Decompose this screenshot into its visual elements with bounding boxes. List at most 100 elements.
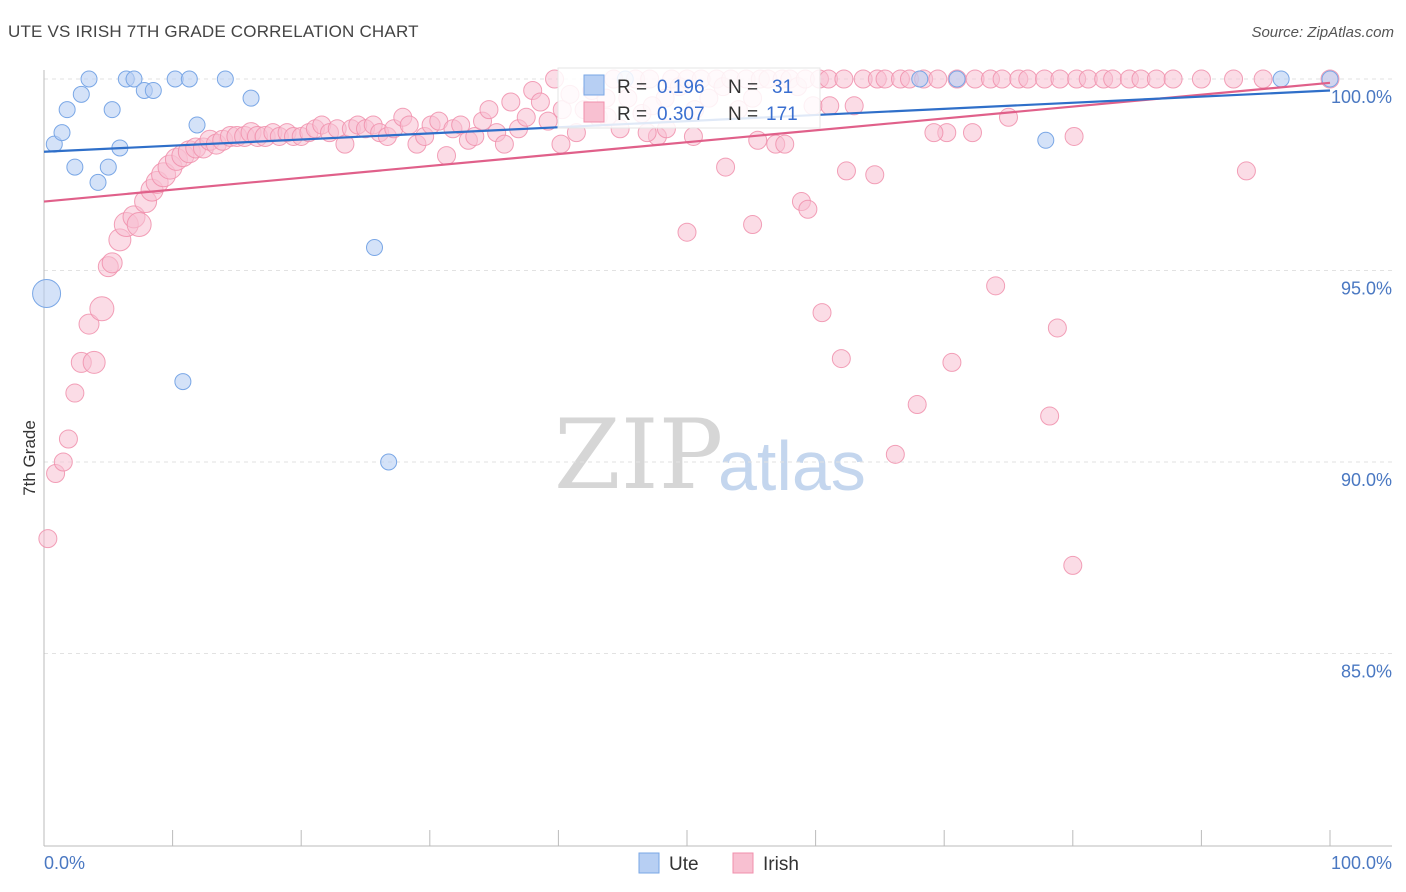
irish-point <box>89 296 115 322</box>
irish-point <box>451 115 471 135</box>
irish-point <box>1040 406 1060 426</box>
y-tick-labels: 85.0% 90.0% 95.0% 100.0% <box>1331 87 1392 682</box>
irish-point <box>942 352 962 372</box>
irish-point <box>834 69 854 89</box>
bottom-legend-swatch-irish <box>732 852 754 874</box>
irish-point <box>831 349 851 369</box>
irish-point <box>677 222 697 242</box>
legend-ute-n-value: 31 <box>772 77 793 98</box>
ute-point <box>366 239 384 257</box>
legend-ute-r-value: 0.196 <box>657 77 705 98</box>
irish-point <box>1018 69 1038 89</box>
irish-point <box>82 350 106 374</box>
irish-point <box>38 529 58 549</box>
ute-point <box>89 173 107 191</box>
irish-point <box>494 134 514 154</box>
chart-title: UTE VS IRISH 7TH GRADE CORRELATION CHART <box>8 22 419 41</box>
ute-point <box>80 70 98 88</box>
irish-point <box>716 157 736 177</box>
bottom-legend-ute: Ute <box>669 854 699 875</box>
ute-point <box>180 70 198 88</box>
irish-point <box>1191 69 1211 89</box>
bottom-legend-swatch-ute <box>638 852 660 874</box>
irish-point <box>885 444 905 464</box>
legend-swatch-ute <box>583 74 605 96</box>
irish-point <box>812 303 832 323</box>
x-tick-label-max: 100.0% <box>1331 853 1392 873</box>
ute-point <box>144 81 162 99</box>
irish-point <box>399 115 419 135</box>
legend-ute-r-label: R = <box>617 77 647 98</box>
irish-point <box>1163 69 1183 89</box>
ute-point <box>166 70 184 88</box>
y-tick-label: 90.0% <box>1341 470 1392 490</box>
y-tick-label: 95.0% <box>1341 279 1392 299</box>
legend: R = 0.196 N = 31 R = 0.307 N = 171 <box>557 67 821 129</box>
ute-point <box>380 453 398 471</box>
axes <box>43 70 1392 847</box>
irish-point <box>126 212 152 238</box>
irish-point <box>962 123 982 143</box>
x-ticks <box>43 830 1331 846</box>
ute-point <box>1321 70 1339 88</box>
irish-point <box>1050 69 1070 89</box>
irish-point <box>78 313 100 335</box>
irish-point <box>775 134 795 154</box>
irish-point <box>551 134 571 154</box>
ute-point <box>188 116 206 134</box>
irish-point <box>1146 69 1166 89</box>
x-tick-label-min: 0.0% <box>44 853 85 873</box>
ute-point <box>911 70 929 88</box>
ute-point <box>32 278 62 308</box>
irish-point <box>1047 318 1067 338</box>
irish-point <box>865 165 885 185</box>
irish-point <box>65 383 85 403</box>
y-tick-label: 85.0% <box>1341 662 1392 682</box>
ute-point <box>1272 70 1290 88</box>
irish-point <box>530 92 550 112</box>
irish-point <box>928 69 948 89</box>
irish-point <box>101 252 123 274</box>
legend-irish-r-label: R = <box>617 104 647 125</box>
irish-point <box>743 215 763 235</box>
irish-point <box>1064 126 1084 146</box>
irish-point <box>820 96 840 116</box>
irish-point <box>53 452 73 472</box>
source-label: Source: ZipAtlas.com <box>1251 24 1394 41</box>
ute-point <box>103 101 121 119</box>
y-tick-label: 100.0% <box>1331 87 1392 107</box>
watermark: ZIP atlas <box>554 399 866 511</box>
irish-point <box>1063 555 1083 575</box>
legend-irish-n-label: N = <box>728 104 758 125</box>
irish-point <box>1103 69 1123 89</box>
legend-ute-n-label: N = <box>728 77 758 98</box>
ute-point <box>53 124 71 142</box>
watermark-atlas: atlas <box>718 427 866 505</box>
irish-point <box>516 107 536 127</box>
legend-swatch-irish <box>583 101 605 123</box>
ute-point <box>242 89 260 107</box>
watermark-zip: ZIP <box>554 399 723 511</box>
irish-point <box>58 429 78 449</box>
irish-point <box>479 100 499 120</box>
ute-point <box>125 70 143 88</box>
ute-point <box>99 158 117 176</box>
irish-point <box>1224 69 1244 89</box>
ute-point <box>1037 131 1055 149</box>
irish-point <box>501 92 521 112</box>
bottom-legend: Ute Irish <box>638 852 799 875</box>
y-axis-label: 7th Grade <box>20 420 39 496</box>
irish-point <box>907 395 927 415</box>
irish-point <box>924 123 944 143</box>
irish-point <box>1236 161 1256 181</box>
ute-point <box>216 70 234 88</box>
irish-trend-line <box>43 81 1331 203</box>
bottom-legend-irish: Irish <box>763 854 799 875</box>
ute-point <box>948 70 966 88</box>
irish-point <box>437 146 457 166</box>
ute-point <box>174 373 192 391</box>
ute-point <box>58 101 76 119</box>
irish-point <box>844 96 864 116</box>
irish-point <box>986 276 1006 296</box>
ute-point <box>66 158 84 176</box>
